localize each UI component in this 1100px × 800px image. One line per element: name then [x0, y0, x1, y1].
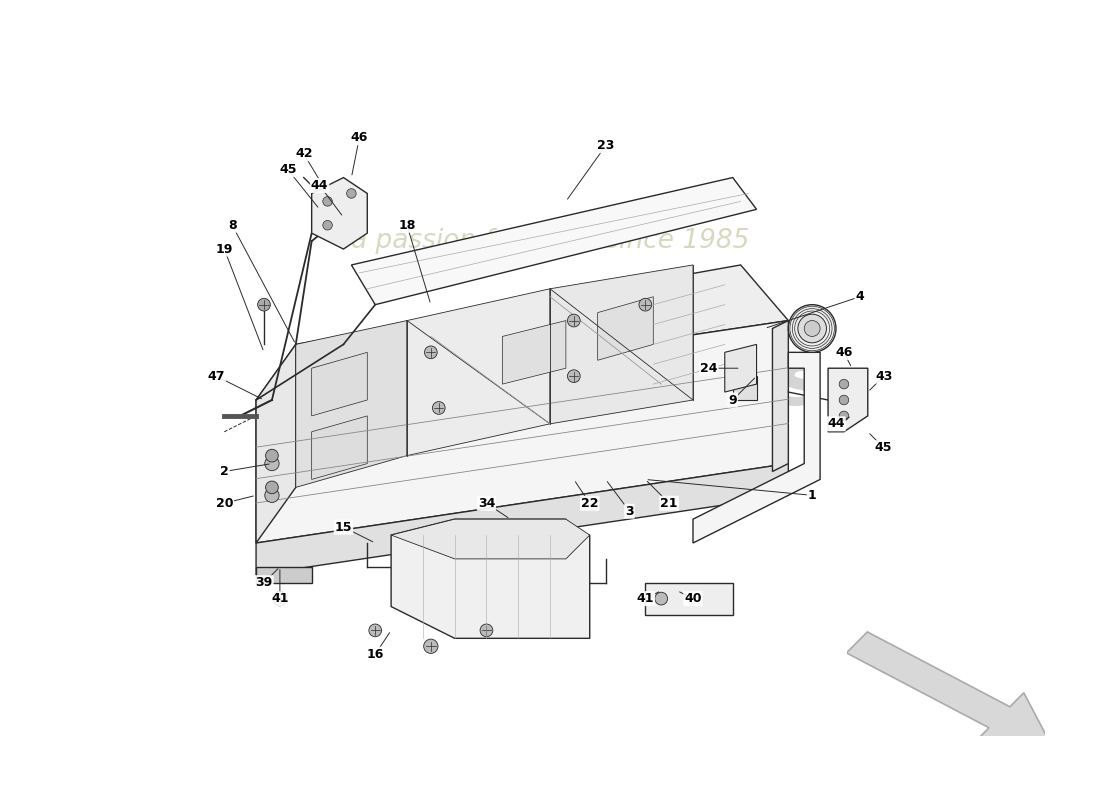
- Polygon shape: [392, 519, 590, 559]
- Polygon shape: [296, 321, 407, 487]
- Circle shape: [789, 305, 836, 352]
- Polygon shape: [597, 297, 653, 360]
- Circle shape: [265, 488, 279, 502]
- Text: 42: 42: [295, 147, 312, 160]
- Text: 21: 21: [660, 497, 678, 510]
- Circle shape: [265, 481, 278, 494]
- Polygon shape: [550, 265, 693, 424]
- Text: 43: 43: [874, 370, 892, 382]
- Circle shape: [480, 624, 493, 637]
- Text: 3: 3: [625, 505, 634, 518]
- Polygon shape: [256, 463, 789, 574]
- Circle shape: [265, 450, 278, 462]
- Polygon shape: [256, 265, 789, 400]
- Text: 45: 45: [874, 441, 892, 454]
- Circle shape: [265, 457, 279, 470]
- Circle shape: [804, 321, 821, 337]
- Polygon shape: [311, 178, 367, 249]
- Text: a passion for parts since 1985: a passion for parts since 1985: [351, 228, 749, 254]
- Circle shape: [568, 314, 580, 327]
- Polygon shape: [351, 178, 757, 305]
- Polygon shape: [407, 289, 550, 456]
- Circle shape: [798, 314, 826, 342]
- Circle shape: [322, 221, 332, 230]
- Text: 1: 1: [807, 489, 816, 502]
- Polygon shape: [646, 582, 733, 614]
- Circle shape: [839, 379, 849, 389]
- Circle shape: [322, 197, 332, 206]
- Circle shape: [639, 298, 651, 311]
- Circle shape: [257, 298, 271, 311]
- Text: 18: 18: [398, 218, 416, 232]
- Circle shape: [432, 402, 446, 414]
- Polygon shape: [256, 567, 311, 582]
- Text: 46: 46: [835, 346, 852, 359]
- Text: 40: 40: [684, 592, 702, 605]
- Polygon shape: [256, 344, 296, 543]
- Polygon shape: [311, 416, 367, 479]
- Polygon shape: [503, 321, 565, 384]
- Polygon shape: [693, 352, 821, 543]
- Text: 47: 47: [208, 370, 226, 382]
- Text: 22: 22: [581, 497, 598, 510]
- Text: 2: 2: [220, 465, 229, 478]
- Circle shape: [654, 592, 668, 605]
- Polygon shape: [828, 368, 868, 432]
- Circle shape: [346, 189, 356, 198]
- Circle shape: [368, 624, 382, 637]
- Text: 44: 44: [311, 179, 329, 192]
- Text: 15: 15: [334, 521, 352, 534]
- Text: 44: 44: [827, 418, 845, 430]
- Text: 41: 41: [637, 592, 654, 605]
- Polygon shape: [772, 321, 789, 471]
- Text: 23: 23: [597, 139, 614, 152]
- Text: euro: euro: [431, 347, 627, 421]
- Polygon shape: [256, 321, 789, 543]
- Circle shape: [424, 639, 438, 654]
- Text: 46: 46: [351, 131, 369, 144]
- Text: parts: parts: [597, 347, 824, 421]
- Text: 39: 39: [255, 576, 273, 590]
- Circle shape: [839, 411, 849, 421]
- FancyArrow shape: [847, 632, 1050, 744]
- Text: 20: 20: [216, 497, 233, 510]
- Text: 16: 16: [366, 648, 384, 661]
- Polygon shape: [311, 352, 367, 416]
- Polygon shape: [733, 376, 757, 400]
- Circle shape: [273, 591, 287, 606]
- Circle shape: [568, 370, 580, 382]
- Circle shape: [425, 346, 437, 358]
- Text: 24: 24: [700, 362, 717, 374]
- Circle shape: [839, 395, 849, 405]
- Polygon shape: [725, 344, 757, 392]
- Text: 34: 34: [477, 497, 495, 510]
- Text: 41: 41: [271, 592, 288, 605]
- Text: 8: 8: [228, 218, 236, 232]
- Text: 4: 4: [856, 290, 865, 303]
- Text: 45: 45: [279, 163, 297, 176]
- Polygon shape: [392, 519, 590, 638]
- Text: 19: 19: [216, 242, 233, 255]
- Text: 9: 9: [728, 394, 737, 406]
